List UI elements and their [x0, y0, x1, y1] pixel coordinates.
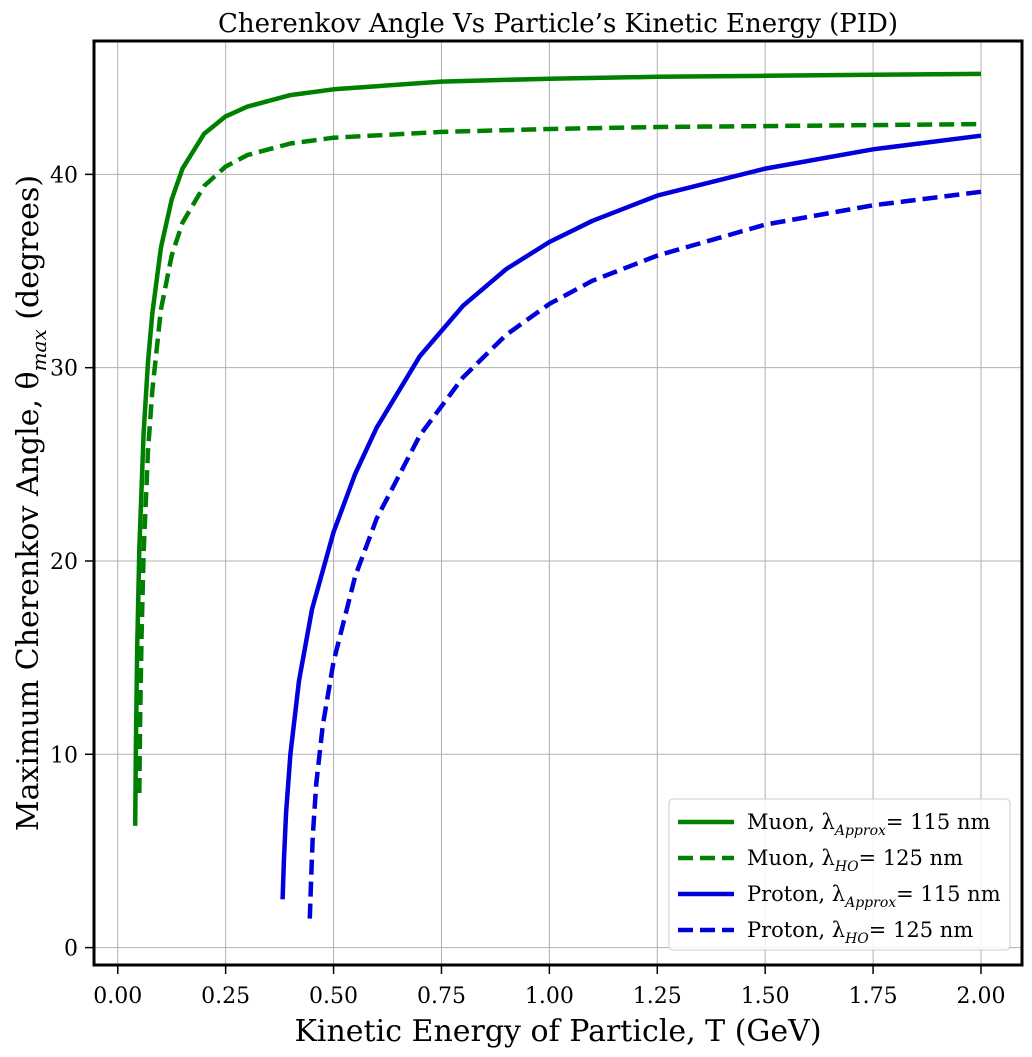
- x-tick-label: 0.25: [201, 984, 250, 1009]
- series-line-3: [280, 133, 982, 900]
- x-tick-label: 0.50: [309, 984, 358, 1009]
- x-tick-label: 0.00: [93, 984, 142, 1009]
- series-line-4: [307, 189, 982, 919]
- legend-label: Proton, λApprox= 115 nm: [747, 882, 1001, 911]
- x-tick-label: 1.00: [525, 984, 574, 1009]
- x-tick-label: 1.50: [741, 984, 790, 1009]
- legend-label: Muon, λApprox= 115 nm: [747, 810, 990, 839]
- legend: Muon, λApprox= 115 nm Muon, λHO= 125 nm Pr…: [668, 798, 1011, 951]
- y-tick-label: 10: [50, 743, 78, 768]
- series-line-1: [132, 71, 982, 826]
- series-line-2: [137, 121, 982, 794]
- legend-item-2: Muon, λHO= 125 nm: [678, 846, 963, 875]
- y-tick-label: 30: [50, 357, 78, 382]
- chart-title: Cherenkov Angle Vs Particle’s Kinetic En…: [218, 9, 898, 39]
- legend-item-4: Proton, λHO= 125 nm: [678, 918, 973, 947]
- x-tick-label: 1.25: [633, 984, 682, 1009]
- y-tick-label: 40: [50, 163, 78, 188]
- legend-item-3: Proton, λApprox= 115 nm: [678, 882, 1001, 911]
- x-tick-label: 2.00: [957, 984, 1006, 1009]
- axis-ticks: 0.00 0.25 0.50 0.75 1.00 1.25 1.50 1.75 2.00 0 10 2…: [50, 163, 1005, 1009]
- series-layer: [132, 71, 982, 919]
- y-axis-title-main: Maximum Cherenkov Angle, θ: [11, 371, 46, 831]
- legend-label: Proton, λHO= 125 nm: [747, 918, 973, 947]
- x-axis-title: Kinetic Energy of Particle, T (GeV): [294, 1014, 821, 1049]
- legend-item-1: Muon, λApprox= 115 nm: [678, 810, 990, 839]
- x-tick-label: 0.75: [417, 984, 466, 1009]
- legend-label: Muon, λHO= 125 nm: [747, 846, 963, 875]
- y-axis-title-suffix: (degrees): [11, 175, 46, 329]
- plot-frame: [92, 39, 1024, 967]
- y-tick-label: 20: [50, 550, 78, 575]
- x-tick-label: 1.75: [849, 984, 898, 1009]
- y-axis-title-subscript: max: [27, 329, 51, 371]
- y-axis-title: Maximum Cherenkov Angle, θmax (degrees): [11, 175, 51, 831]
- legend-box: [668, 798, 1011, 951]
- y-tick-label: 0: [64, 937, 78, 962]
